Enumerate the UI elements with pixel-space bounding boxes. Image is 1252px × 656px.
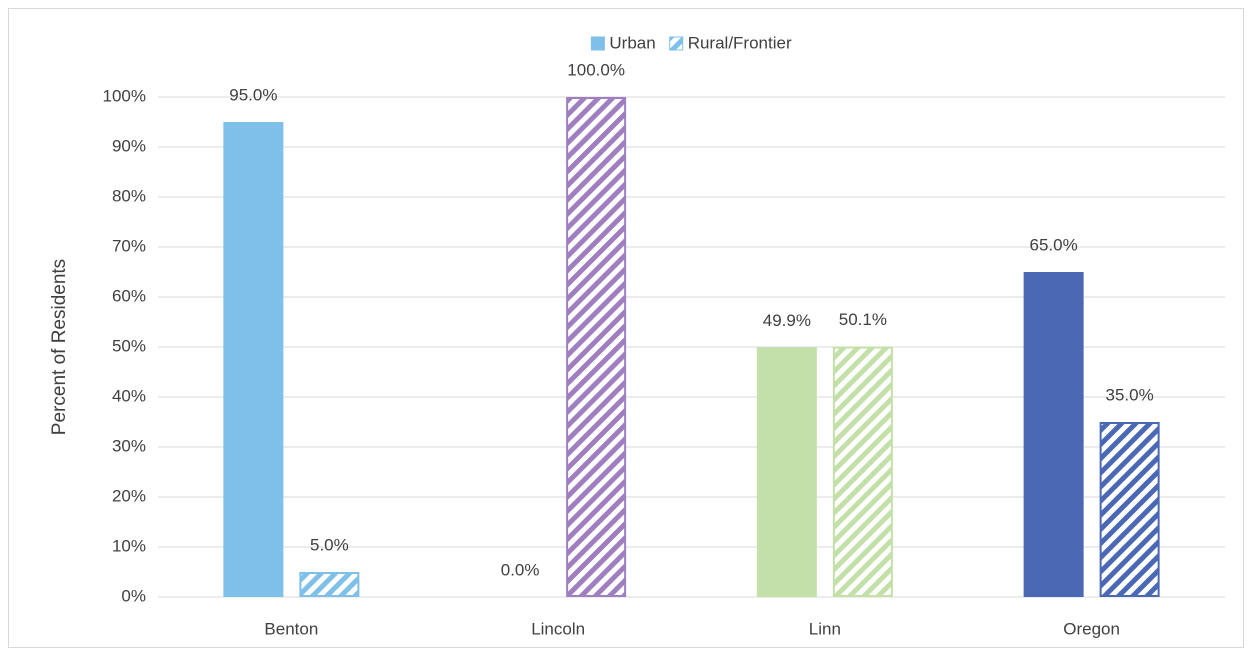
legend-label: Urban	[609, 33, 655, 52]
y-axis-label: Percent of Residents	[49, 259, 70, 435]
value-label: 0.0%	[501, 560, 540, 579]
y-tick-label: 60%	[112, 286, 146, 305]
bar	[832, 346, 893, 597]
bar	[299, 572, 360, 597]
bar	[756, 347, 817, 597]
y-tick-label: 70%	[112, 236, 146, 255]
value-label: 5.0%	[310, 535, 349, 554]
y-tick-label: 30%	[112, 436, 146, 455]
value-label: 100.0%	[567, 60, 625, 79]
y-tick-label: 100%	[103, 86, 146, 105]
x-tick-label: Linn	[809, 619, 841, 638]
bar	[1023, 272, 1084, 597]
value-label: 65.0%	[1030, 235, 1078, 254]
y-tick-label: 20%	[112, 486, 146, 505]
value-label: 35.0%	[1106, 385, 1154, 404]
y-tick-label: 40%	[112, 386, 146, 405]
x-tick-label: Lincoln	[531, 619, 585, 638]
y-tick-label: 50%	[112, 336, 146, 355]
bar	[1099, 422, 1160, 597]
bar	[223, 122, 284, 597]
legend-swatch	[590, 36, 605, 51]
legend-label: Rural/Frontier	[688, 33, 792, 52]
bar	[566, 97, 627, 597]
legend-swatch	[669, 36, 684, 51]
value-label: 95.0%	[229, 85, 277, 104]
y-tick-label: 0%	[121, 586, 146, 605]
x-tick-label: Oregon	[1063, 619, 1120, 638]
y-tick-label: 90%	[112, 136, 146, 155]
y-tick-label: 80%	[112, 186, 146, 205]
y-tick-label: 10%	[112, 536, 146, 555]
legend: Urban Rural/Frontier	[590, 33, 792, 52]
x-tick-label: Benton	[264, 619, 318, 638]
value-label: 50.1%	[839, 310, 887, 329]
value-label: 49.9%	[763, 311, 811, 330]
